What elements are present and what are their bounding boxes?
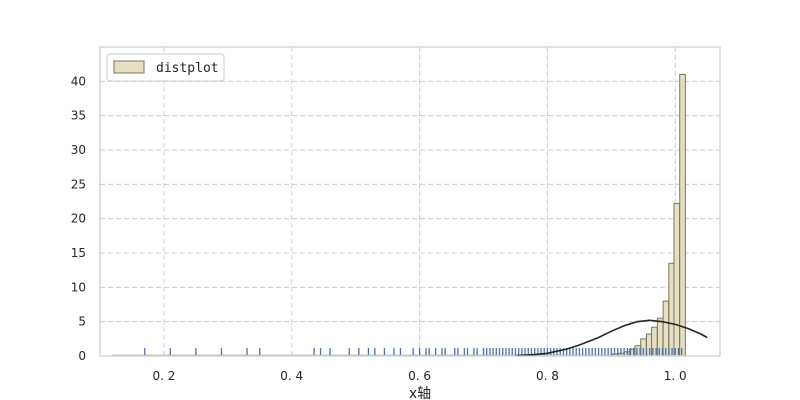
x-tick-label: 0. 6 — [408, 369, 431, 383]
grid-layer — [100, 47, 720, 356]
y-tick-label: 30 — [71, 143, 86, 157]
y-axis-ticks: 0 5 10 15 20 25 30 35 40 — [71, 74, 86, 363]
kde-curve — [515, 319, 708, 357]
x-tick-label: 1. 0 — [664, 369, 687, 383]
x-axis-ticks: 0. 2 0. 4 0. 6 0. 8 1. 0 — [152, 369, 686, 383]
kde-curve-layer — [515, 319, 708, 357]
x-tick-label: 0. 4 — [280, 369, 303, 383]
y-tick-label: 20 — [71, 212, 86, 226]
x-tick-label: 0. 2 — [152, 369, 175, 383]
y-tick-label: 40 — [71, 74, 86, 88]
y-tick-label: 5 — [78, 315, 86, 329]
y-tick-label: 35 — [71, 109, 86, 123]
histogram-bars — [112, 73, 686, 357]
legend-swatch — [113, 60, 145, 74]
legend: distplot — [106, 53, 225, 82]
histogram-bar — [662, 300, 670, 357]
x-tick-label: 0. 8 — [536, 369, 559, 383]
histogram-bar — [679, 73, 686, 357]
x-axis-label: x轴 — [409, 386, 431, 400]
rug-plot — [144, 348, 683, 355]
y-tick-label: 0 — [78, 349, 86, 363]
plot-frame — [99, 46, 721, 357]
y-tick-label: 10 — [71, 280, 86, 294]
y-tick-label: 15 — [71, 246, 86, 260]
y-tick-label: 25 — [71, 177, 86, 191]
legend-label: distplot — [156, 61, 219, 76]
histogram-bar — [673, 203, 681, 357]
